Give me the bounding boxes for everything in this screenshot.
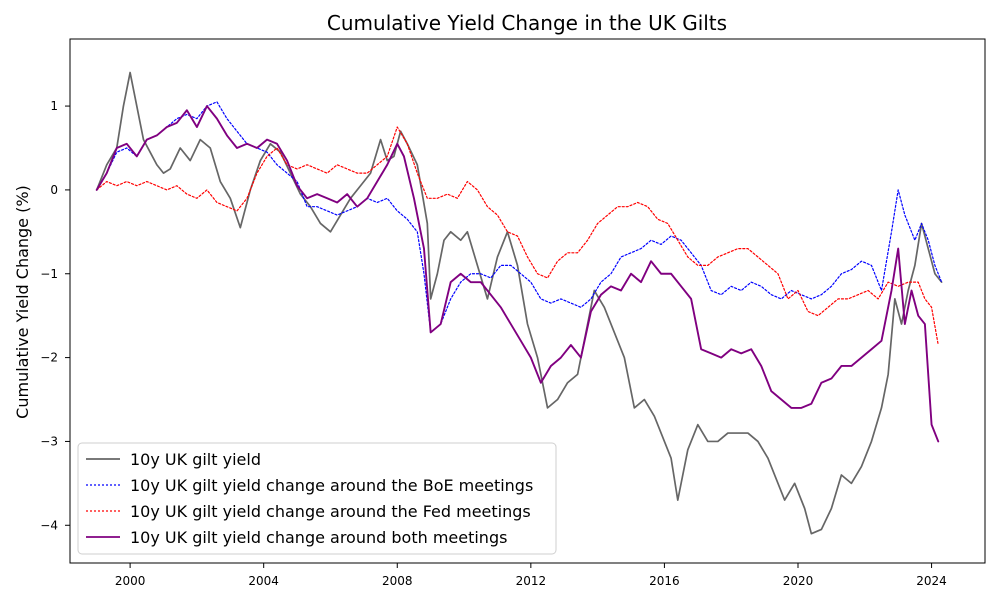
axis-layer: 2000 2004 2008 2012 2016 2020 2024 −4 −3 −2 −1 0 1: [40, 99, 947, 588]
x-tick-label: 2008: [382, 574, 413, 588]
y-tick-label: 1: [50, 99, 58, 113]
y-tick-label: −4: [40, 518, 58, 532]
legend-box: [77, 442, 557, 555]
y-tick-label: 0: [50, 183, 58, 197]
x-tick-label: 2020: [783, 574, 814, 588]
series-line-2: [96, 101, 943, 334]
legend-label-4: 10y UK gilt yield change around both mee…: [130, 528, 507, 547]
legend-label-1: 10y UK gilt yield: [130, 450, 261, 469]
y-tick-label: −1: [40, 267, 58, 281]
series-line-4: [95, 105, 940, 443]
x-tick-label: 2024: [916, 574, 947, 588]
chart-title: Cumulative Yield Change in the UK Gilts: [327, 11, 727, 35]
y-tick-label: −3: [40, 434, 58, 448]
y-axis-label: Cumulative Yield Change (%): [13, 185, 32, 419]
series-line-3: [96, 126, 939, 346]
legend-label-3: 10y UK gilt yield change around the Fed …: [130, 502, 531, 521]
y-tick-label: −2: [40, 351, 58, 365]
x-tick-label: 2012: [516, 574, 547, 588]
x-tick-label: 2000: [115, 574, 146, 588]
legend-label-2: 10y UK gilt yield change around the BoE …: [130, 476, 533, 495]
plot-frame: [69, 38, 986, 564]
chart-legend: 10y UK gilt yield 10y UK gilt yield chang…: [77, 442, 557, 555]
x-tick-label: 2004: [248, 574, 279, 588]
x-tick-label: 2016: [649, 574, 680, 588]
series-layer: [95, 71, 943, 535]
series-line-1: [95, 71, 943, 535]
